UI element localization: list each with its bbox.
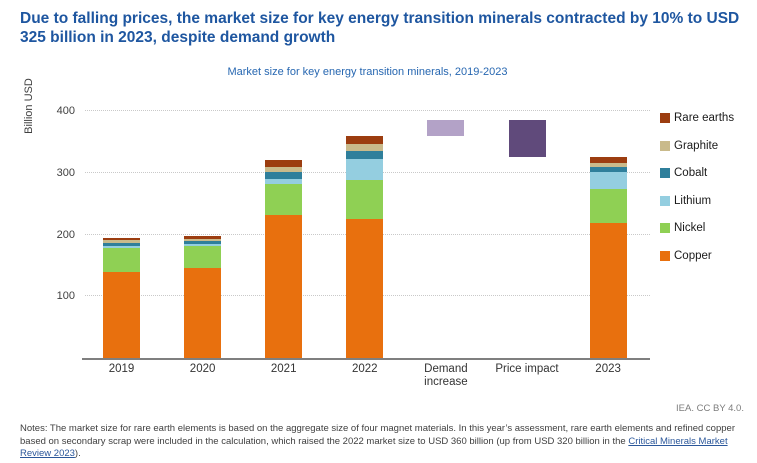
legend-label-nickel: Nickel — [674, 222, 706, 234]
bar-segment-rare-earths-2019 — [103, 237, 140, 241]
bar-price-impact — [508, 120, 546, 158]
bar-segment-rare-earths-2022 — [346, 135, 384, 145]
bar-segment-lithium-2021 — [265, 178, 303, 184]
source-credit: IEA. CC BY 4.0. — [676, 403, 744, 414]
bar-segment-lithium-2020 — [184, 243, 222, 247]
legend-label-lithium: Lithium — [674, 194, 712, 207]
bar-segment-copper-2019 — [103, 271, 140, 358]
legend-item-copper: Copper — [660, 249, 755, 263]
y-tick-label-100: 100 — [56, 290, 75, 303]
bar-segment-nickel-2023 — [589, 188, 627, 223]
legend-swatch-lithium — [660, 195, 670, 206]
y-tick-label-400: 400 — [56, 105, 75, 117]
bar-segment-copper-2022 — [346, 219, 384, 358]
bar-segment-nickel-2022 — [346, 180, 384, 220]
y-tick-label-300: 300 — [56, 166, 75, 179]
page-title: Due to falling prices, the market size f… — [20, 10, 740, 46]
bar-demand-increase — [427, 120, 465, 136]
legend-item-lithium: Lithium — [660, 194, 755, 208]
bar-segment-graphite-2021 — [265, 166, 303, 172]
x-tick-label-2022: 2022 — [352, 363, 378, 375]
gridline-400: 400 — [57, 105, 650, 117]
bar-segment-cobalt-2022 — [346, 151, 384, 160]
y-tick-label-200: 200 — [56, 228, 75, 241]
notes: Notes: The market size for rare earth el… — [20, 423, 739, 461]
legend: Rare earths Graphite Cobalt Lithium Nickel Co… — [660, 111, 755, 276]
legend-swatch-rare-earths — [660, 113, 670, 123]
bar-segment-nickel-2019 — [103, 248, 140, 272]
bar-segment-graphite-2022 — [346, 144, 384, 152]
bar-segment-lithium-2019 — [103, 245, 140, 249]
x-tick-label-price-impact: Price impact — [495, 363, 559, 375]
bar-segment-cobalt-2020 — [184, 241, 222, 244]
bar-segment-nickel-2020 — [184, 246, 222, 268]
bar-segment-copper-2021 — [265, 214, 303, 358]
x-tick-label-2020: 2020 — [189, 363, 216, 375]
legend-item-rare-earths: Rare earths — [660, 111, 755, 125]
y-axis-label: Billion USD — [23, 78, 35, 134]
bar-segment-graphite-2019 — [103, 240, 140, 243]
legend-label-rare-earths: Rare earths — [674, 112, 735, 124]
legend-label-copper: Copper — [674, 249, 712, 262]
notes-text: Notes: The market size for rare earth el… — [20, 423, 735, 447]
bar-segment-graphite-2023 — [589, 162, 627, 167]
bar-segment-rare-earths-2023 — [589, 157, 627, 163]
bar-segment-lithium-2022 — [346, 159, 384, 181]
legend-label-graphite: Graphite — [674, 139, 719, 152]
bar-segment-rare-earths-2021 — [265, 160, 303, 167]
bar-segment-copper-2023 — [589, 222, 627, 358]
critical-minerals-review-link[interactable]: Critical Minerals Market Review 2023 — [20, 435, 728, 460]
legend-item-nickel: Nickel — [660, 221, 755, 235]
x-tick-label-demand-increase: Demand increase — [424, 363, 468, 388]
bar-segment-graphite-2020 — [184, 238, 222, 242]
bar-segment-cobalt-2019 — [103, 242, 140, 246]
x-axis-line — [82, 358, 650, 360]
plot-area: Billion USD 100 200 300 400 2019 2020 2021 202… — [23, 78, 650, 388]
legend-item-graphite: Graphite — [660, 139, 755, 153]
legend-swatch-nickel — [660, 223, 670, 233]
bar-segment-cobalt-2021 — [265, 171, 303, 179]
x-tick-label-2023: 2023 — [595, 363, 621, 375]
legend-swatch-cobalt — [660, 168, 670, 178]
legend-label-cobalt: Cobalt — [674, 167, 708, 179]
x-tick-label-2021: 2021 — [270, 363, 297, 375]
x-tick-label-2019: 2019 — [108, 363, 135, 375]
bar-segment-nickel-2021 — [265, 183, 303, 215]
legend-swatch-copper — [660, 250, 670, 261]
bar-segment-rare-earths-2020 — [184, 235, 222, 239]
notes-text-end: ). — [74, 448, 81, 459]
legend-swatch-graphite — [660, 140, 670, 151]
bar-segment-lithium-2023 — [589, 172, 627, 189]
legend-item-cobalt: Cobalt — [660, 166, 755, 180]
chart-subtitle: Market size for key energy transition mi… — [227, 66, 508, 78]
bar-segment-copper-2020 — [184, 267, 222, 358]
bar-segment-cobalt-2023 — [589, 166, 627, 173]
